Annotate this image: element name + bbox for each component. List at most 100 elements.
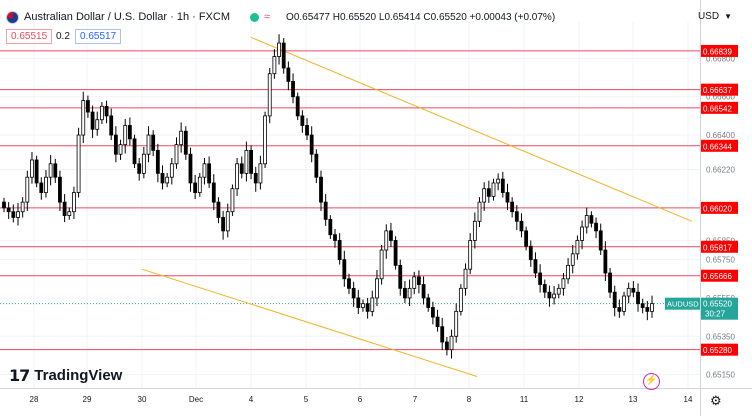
- candle-down: [403, 287, 407, 299]
- candle-down: [160, 172, 165, 184]
- candle-down: [636, 291, 640, 305]
- currency-selector[interactable]: USD ▼: [698, 11, 732, 22]
- level-tag-label: 0.65280: [703, 346, 732, 355]
- candle-down: [333, 234, 337, 241]
- candle-up: [370, 297, 375, 312]
- candle-down: [34, 159, 39, 184]
- candle-up: [361, 303, 365, 308]
- candle-down: [519, 220, 524, 232]
- candle-up: [272, 56, 277, 75]
- candle-down: [6, 207, 11, 213]
- candle-down: [305, 125, 309, 136]
- level-tag-bg: [701, 343, 738, 356]
- gear-icon[interactable]: ⚙: [710, 393, 722, 408]
- time-tick-label: 4: [249, 395, 254, 404]
- time-tick-label: 7: [413, 395, 418, 404]
- candle-up: [650, 303, 654, 312]
- aud-usd-flag-icon: [6, 10, 19, 24]
- candle-up: [76, 134, 81, 193]
- candle-up: [25, 176, 30, 203]
- candle-up: [146, 134, 151, 155]
- horizontal-levels: [0, 50, 700, 351]
- price-tick-label: 0.65350: [706, 332, 735, 341]
- candle-down: [239, 163, 244, 174]
- candle-down: [221, 217, 226, 232]
- candle-up: [375, 278, 379, 299]
- candle-down: [430, 307, 435, 318]
- time-tick-label: 29: [83, 395, 92, 404]
- candle-down: [342, 259, 347, 280]
- time-tick-label: 8: [467, 395, 472, 404]
- candle-up: [580, 226, 584, 241]
- candle-down: [398, 264, 403, 289]
- candle-down: [286, 67, 291, 82]
- candle-up: [81, 100, 86, 136]
- candle-down: [281, 42, 286, 69]
- candle-down: [645, 307, 650, 312]
- buy-price-button[interactable]: 0.65517: [75, 29, 122, 44]
- candle-down: [594, 222, 598, 232]
- candle-down: [500, 178, 505, 193]
- candle-down: [314, 153, 319, 178]
- candle-up: [123, 125, 128, 146]
- candle-down: [533, 259, 538, 274]
- candle-up: [449, 335, 454, 351]
- time-tick-label: 6: [358, 395, 363, 404]
- tradingview-mark-icon: 17: [9, 366, 30, 385]
- candle-down: [528, 245, 533, 261]
- candle-down: [86, 100, 90, 113]
- candle-up: [267, 73, 272, 117]
- candle-down: [444, 341, 449, 351]
- candle-down: [514, 211, 519, 222]
- candle-up: [379, 249, 384, 280]
- time-tick-label: 13: [629, 395, 638, 404]
- wave-icon[interactable]: ≈: [264, 11, 271, 23]
- candle-down: [440, 326, 445, 343]
- candle-up: [454, 310, 459, 337]
- candle-up: [491, 182, 496, 197]
- candle-down: [337, 240, 342, 261]
- candle-down: [612, 291, 617, 308]
- candle-down: [365, 303, 370, 312]
- candle-up: [626, 287, 631, 297]
- candle-down: [542, 284, 547, 293]
- candle-down: [295, 96, 300, 117]
- time-tick-label: 11: [520, 395, 529, 404]
- candle-down: [207, 163, 212, 184]
- level-tag-label: 0.66839: [703, 47, 732, 56]
- symbol-title[interactable]: Australian Dollar / U.S. Dollar · 1h · F…: [24, 11, 230, 23]
- trendline: [250, 36, 693, 222]
- ohlc-values: O0.65477 H0.65520 L0.65414 C0.65520 +0.0…: [286, 11, 556, 23]
- level-tag-bg: [701, 139, 738, 152]
- candle-down: [309, 134, 314, 155]
- candle-up: [235, 163, 239, 190]
- time-axis[interactable]: 28 29 30 Dec 4 5 6 7 8 11 12 13 14: [0, 388, 752, 405]
- level-tag-label: 0.66344: [703, 142, 732, 151]
- candle-down: [505, 192, 510, 203]
- level-price-tags: 0.66839 0.66637 0.66542 0.66344 0.66020 0.658…: [665, 44, 738, 356]
- candle-down: [300, 115, 305, 126]
- level-tag-bg: [701, 101, 738, 114]
- sell-price-button[interactable]: 0.65515: [6, 29, 53, 44]
- candle-down: [53, 163, 58, 178]
- candle-down: [510, 201, 515, 213]
- candle-down: [211, 182, 216, 203]
- candle-up: [67, 211, 72, 216]
- candle-up: [48, 163, 53, 178]
- candle-down: [524, 230, 529, 247]
- candle-down: [421, 284, 426, 299]
- time-tick-label: 5: [304, 395, 309, 404]
- level-tag-label: 0.66637: [703, 86, 732, 95]
- price-tick-label: 0.66600: [706, 93, 735, 102]
- symbol-tag-bg: [665, 297, 700, 310]
- candle-down: [631, 287, 636, 293]
- candle-down: [132, 138, 137, 165]
- tradingview-logo[interactable]: 17 TradingView: [9, 366, 122, 385]
- candle-down: [640, 303, 645, 308]
- lightning-icon[interactable]: ⚡: [643, 373, 660, 390]
- candle-up: [575, 240, 580, 255]
- candle-down: [249, 149, 253, 174]
- candle-up: [174, 144, 179, 165]
- candle-down: [109, 115, 114, 136]
